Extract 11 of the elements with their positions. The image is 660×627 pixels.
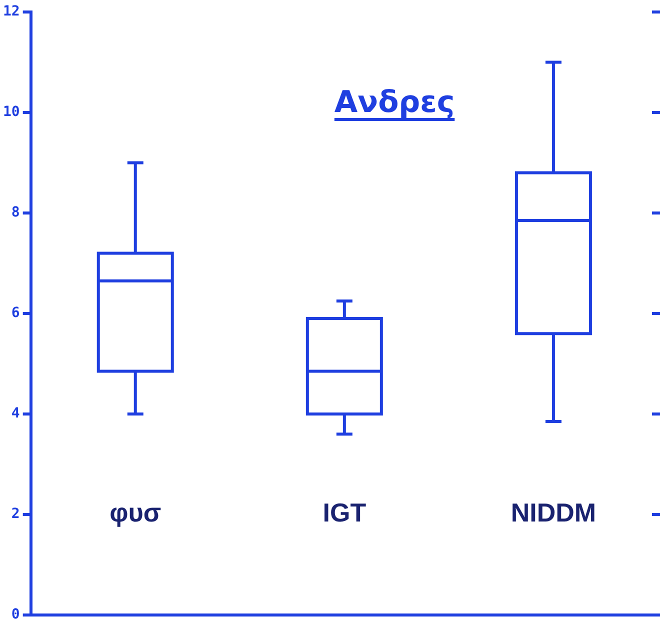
- y-tick-label: 2: [11, 506, 20, 522]
- y-tick-label: 6: [11, 305, 20, 322]
- y-tick-label: 8: [11, 204, 20, 221]
- text: Ανδρες: [334, 84, 455, 120]
- x-tick-label: φυσ: [110, 498, 162, 528]
- y-tick-label: 10: [3, 104, 20, 120]
- y-tick-label: 12: [3, 4, 20, 20]
- y-tick-label: 4: [11, 406, 20, 422]
- x-tick-label: IGT: [322, 498, 366, 528]
- x-tick-label: NIDDM: [510, 498, 596, 528]
- y-tick-label: 0: [11, 606, 20, 623]
